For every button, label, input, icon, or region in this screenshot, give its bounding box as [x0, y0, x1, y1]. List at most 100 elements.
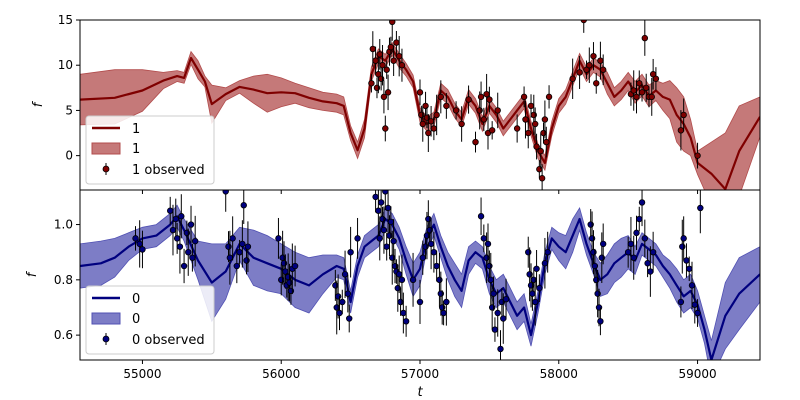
observed-point [185, 228, 192, 276]
top-panel: 0 5 10 15 f 1 1 1 observed [31, 13, 761, 194]
observed-point [694, 299, 701, 327]
observed-point [440, 300, 447, 326]
observed-point [391, 248, 399, 284]
observed-point [520, 86, 528, 108]
bottom-legend-frame [85, 285, 215, 355]
observed-point [339, 289, 346, 315]
observed-point [275, 217, 282, 259]
observed-point [576, 55, 583, 89]
bottom-legend-item-band: 0 [132, 312, 140, 327]
top-y-ticks: 0 5 10 15 [58, 13, 80, 163]
observed-point [538, 164, 546, 190]
observed-point [680, 216, 687, 261]
observed-point [416, 279, 424, 324]
observed-point [377, 190, 385, 220]
observed-point [652, 67, 660, 91]
observed-point [502, 278, 510, 320]
observed-point [222, 190, 229, 212]
top-x-ticks [141, 190, 699, 194]
observed-point [433, 250, 440, 282]
observed-point [636, 206, 643, 232]
y-tick-label: 0.8 [54, 273, 73, 287]
observed-point [465, 85, 472, 114]
top-legend-band-swatch [91, 142, 121, 155]
bottom-legend-band-swatch [91, 312, 121, 325]
observed-point [372, 190, 379, 213]
bottom-x-ticks: 55000 56000 57000 58000 59000 [123, 360, 717, 381]
top-ylabel: f [31, 100, 46, 107]
bottom-legend-item-line: 0 [132, 292, 140, 307]
observed-point [488, 121, 496, 140]
observed-point [494, 92, 501, 129]
observed-point [344, 274, 352, 313]
bottom-legend: 0 0 0 observed [85, 285, 215, 355]
observed-point [233, 248, 241, 284]
observed-point [641, 219, 649, 258]
observed-point [525, 117, 532, 149]
observed-point [533, 250, 540, 288]
observed-point [347, 226, 354, 278]
observed-point [497, 330, 504, 360]
bottom-legend-item-observed: 0 observed [132, 333, 205, 348]
observed-point [638, 190, 646, 227]
observed-point [649, 58, 657, 90]
observed-point [229, 216, 236, 261]
observed-point [346, 304, 353, 333]
observed-point [239, 220, 246, 268]
observed-point [398, 48, 406, 82]
observed-point [189, 243, 196, 272]
observed-point [389, 20, 396, 41]
top-legend-item-observed: 1 observed [132, 163, 205, 178]
observed-point [545, 85, 553, 109]
observed-point [291, 245, 299, 287]
observed-point [390, 219, 397, 264]
observed-point [513, 114, 521, 143]
x-tick-label: 55000 [123, 367, 161, 381]
observed-point [688, 261, 696, 310]
y-tick-label: 10 [58, 58, 73, 72]
observed-point [680, 98, 687, 132]
observed-point [541, 100, 549, 139]
x-tick-label: 58000 [540, 367, 578, 381]
observed-point [452, 101, 460, 120]
observed-point [419, 106, 426, 142]
bottom-xlabel: t [417, 385, 423, 400]
observed-point [597, 307, 604, 336]
observed-point [382, 115, 389, 142]
observed-point [436, 252, 443, 307]
observed-point [633, 80, 640, 114]
observed-point [691, 285, 698, 324]
observed-point [679, 219, 686, 274]
observed-point [384, 190, 392, 234]
observed-point [630, 235, 637, 280]
observed-point [180, 248, 188, 284]
observed-point [176, 219, 184, 274]
observed-point [531, 278, 539, 326]
observed-point [648, 77, 655, 116]
observed-point [244, 221, 252, 272]
observed-point [537, 133, 544, 169]
observed-point [443, 93, 450, 119]
observed-point [593, 72, 600, 94]
observed-point [472, 131, 479, 153]
y-tick-label: 0 [65, 149, 73, 163]
observed-point [599, 54, 607, 86]
observed-point [139, 230, 146, 269]
observed-point [383, 232, 390, 261]
observed-point [480, 107, 488, 132]
observed-point [599, 223, 607, 265]
observed-point [543, 126, 550, 158]
x-tick-label: 57000 [401, 367, 439, 381]
observed-point [477, 197, 485, 236]
observed-point [409, 252, 417, 307]
y-tick-label: 5 [65, 103, 73, 117]
observed-point [533, 133, 540, 160]
observed-point [477, 81, 485, 113]
observed-point [686, 256, 693, 282]
observed-point [443, 278, 450, 326]
observed-point [633, 215, 640, 250]
observed-point [187, 205, 195, 244]
observed-point [132, 226, 139, 251]
observed-point [694, 142, 701, 169]
observed-point [487, 252, 494, 307]
